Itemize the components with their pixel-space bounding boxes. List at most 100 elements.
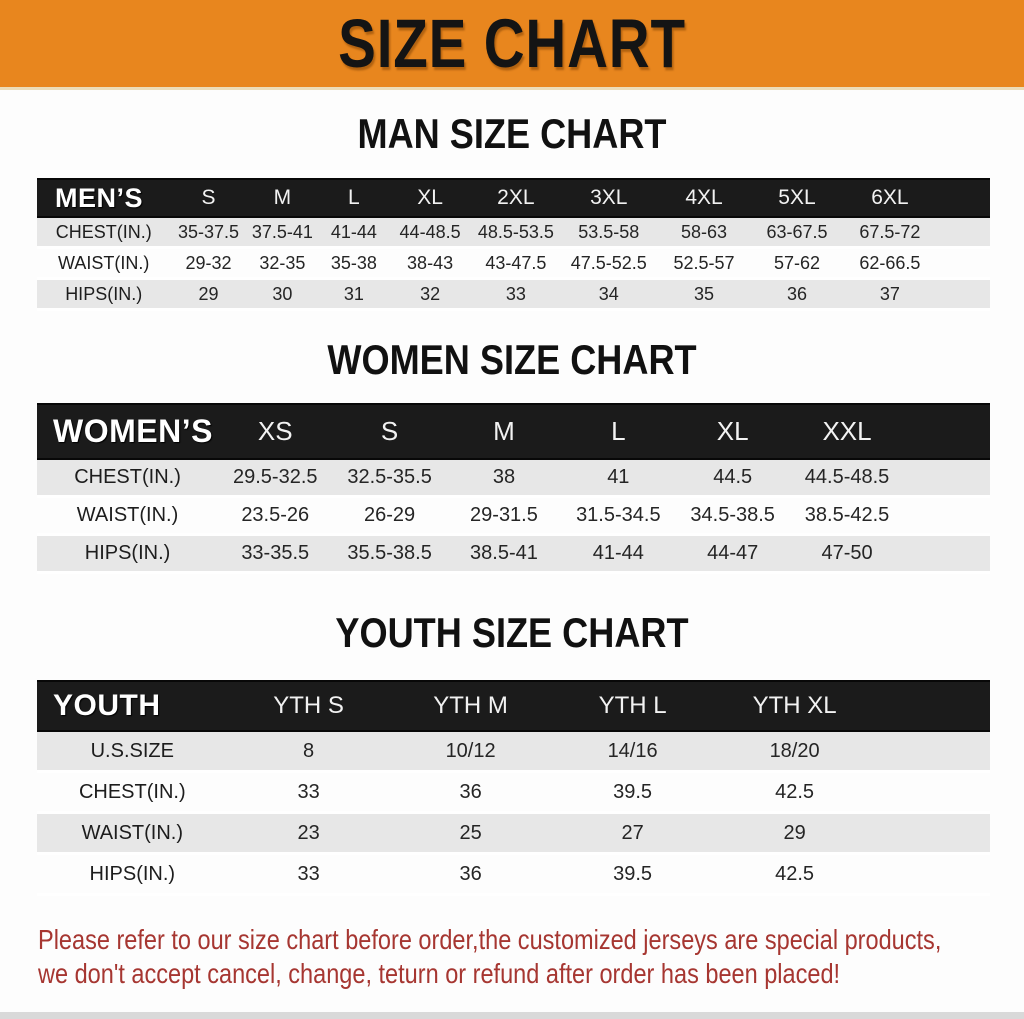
value-cell: 42.5 xyxy=(713,773,876,814)
value-cell: 33 xyxy=(227,773,390,814)
women-size-table: WOMEN’S XS S M L XL XXL CHEST(IN.) 29.5-… xyxy=(37,403,990,574)
value-cell: 18/20 xyxy=(713,732,876,773)
value-cell: 30 xyxy=(246,280,319,311)
value-cell: 35 xyxy=(656,280,752,311)
col-header: YTH M xyxy=(389,680,552,732)
disclaimer-line-1: Please refer to our size chart before or… xyxy=(38,924,942,955)
value-cell: 41-44 xyxy=(318,218,390,249)
spacer-cell xyxy=(904,460,990,498)
row-label: CHEST(IN.) xyxy=(37,460,219,498)
value-cell: 42.5 xyxy=(713,855,876,896)
value-cell: 44.5-48.5 xyxy=(789,460,905,498)
col-header: XL xyxy=(389,178,471,218)
banner: SIZE CHART xyxy=(0,0,1024,90)
row-label: CHEST(IN.) xyxy=(37,218,171,249)
col-header: M xyxy=(446,403,562,460)
value-cell: 33 xyxy=(227,855,390,896)
men-waist-row: WAIST(IN.) 29-32 32-35 35-38 38-43 43-47… xyxy=(37,249,990,280)
col-header: YTH L xyxy=(551,680,714,732)
value-cell: 34 xyxy=(561,280,657,311)
section-youth: YOUTH SIZE CHART YOUTH YTH S YTH M YTH L… xyxy=(0,610,1024,896)
value-cell: 10/12 xyxy=(389,732,552,773)
disclaimer: Please refer to our size chart before or… xyxy=(0,923,1024,991)
value-cell: 35.5-38.5 xyxy=(332,536,447,574)
women-header-row: WOMEN’S XS S M L XL XXL xyxy=(37,403,990,460)
men-chest-row: CHEST(IN.) 35-37.5 37.5-41 41-44 44-48.5… xyxy=(37,218,990,249)
value-cell: 37 xyxy=(842,280,938,311)
value-cell: 44.5 xyxy=(675,460,790,498)
value-cell: 67.5-72 xyxy=(842,218,938,249)
value-cell: 8 xyxy=(227,732,390,773)
value-cell: 44-47 xyxy=(675,536,790,574)
value-cell: 29 xyxy=(713,814,876,855)
value-cell: 32-35 xyxy=(246,249,319,280)
spacer-cell xyxy=(937,249,990,280)
value-cell: 29.5-32.5 xyxy=(218,460,333,498)
value-cell: 26-29 xyxy=(332,498,447,536)
value-cell: 39.5 xyxy=(551,773,714,814)
men-section-heading: MAN SIZE CHART xyxy=(357,110,667,157)
col-header: 4XL xyxy=(656,178,752,218)
section-men: MAN SIZE CHART MEN’S S M L XL 2XL 3XL 4X… xyxy=(0,111,1024,311)
value-cell: 53.5-58 xyxy=(561,218,657,249)
women-table-label: WOMEN’S xyxy=(37,403,219,460)
disclaimer-line-2: we don't accept cancel, change, teturn o… xyxy=(38,958,841,989)
value-cell: 63-67.5 xyxy=(751,218,843,249)
value-cell: 23.5-26 xyxy=(218,498,333,536)
youth-hips-row: HIPS(IN.) 33 36 39.5 42.5 xyxy=(37,855,990,896)
col-header: S xyxy=(170,178,247,218)
value-cell: 37.5-41 xyxy=(246,218,319,249)
col-header: XS xyxy=(218,403,333,460)
youth-chest-row: CHEST(IN.) 33 36 39.5 42.5 xyxy=(37,773,990,814)
value-cell: 36 xyxy=(389,855,552,896)
row-label: WAIST(IN.) xyxy=(37,814,228,855)
youth-ussize-row: U.S.SIZE 8 10/12 14/16 18/20 xyxy=(37,732,990,773)
row-label: U.S.SIZE xyxy=(37,732,228,773)
value-cell: 44-48.5 xyxy=(389,218,471,249)
value-cell: 31 xyxy=(318,280,390,311)
value-cell: 23 xyxy=(227,814,390,855)
col-header: 2XL xyxy=(470,178,562,218)
col-header: L xyxy=(561,403,676,460)
youth-waist-row: WAIST(IN.) 23 25 27 29 xyxy=(37,814,990,855)
value-cell: 27 xyxy=(551,814,714,855)
value-cell: 32.5-35.5 xyxy=(332,460,447,498)
value-cell: 14/16 xyxy=(551,732,714,773)
col-header: YTH XL xyxy=(713,680,876,732)
value-cell: 36 xyxy=(751,280,843,311)
value-cell: 43-47.5 xyxy=(470,249,562,280)
spacer-cell xyxy=(904,536,990,574)
spacer-cell xyxy=(875,680,990,732)
spacer-cell xyxy=(875,855,990,896)
col-header: S xyxy=(332,403,447,460)
spacer-cell xyxy=(904,403,990,460)
spacer-cell xyxy=(875,732,990,773)
men-hips-row: HIPS(IN.) 29 30 31 32 33 34 35 36 37 xyxy=(37,280,990,311)
row-label: WAIST(IN.) xyxy=(37,249,171,280)
col-header: 3XL xyxy=(561,178,657,218)
value-cell: 47-50 xyxy=(789,536,905,574)
col-header: L xyxy=(318,178,390,218)
value-cell: 38-43 xyxy=(389,249,471,280)
row-label: HIPS(IN.) xyxy=(37,280,171,311)
value-cell: 25 xyxy=(389,814,552,855)
value-cell: 33-35.5 xyxy=(218,536,333,574)
men-table-label: MEN’S xyxy=(37,178,171,218)
value-cell: 58-63 xyxy=(656,218,752,249)
value-cell: 38 xyxy=(446,460,562,498)
section-women: WOMEN SIZE CHART WOMEN’S XS S M L XL XXL xyxy=(0,337,1024,574)
women-section-heading: WOMEN SIZE CHART xyxy=(327,336,697,383)
col-header: XL xyxy=(675,403,790,460)
youth-section-heading: YOUTH SIZE CHART xyxy=(335,609,689,656)
value-cell: 36 xyxy=(389,773,552,814)
value-cell: 41-44 xyxy=(561,536,676,574)
men-size-table: MEN’S S M L XL 2XL 3XL 4XL 5XL 6XL CHEST… xyxy=(37,178,990,311)
women-waist-row: WAIST(IN.) 23.5-26 26-29 29-31.5 31.5-34… xyxy=(37,498,990,536)
value-cell: 41 xyxy=(561,460,676,498)
value-cell: 35-38 xyxy=(318,249,390,280)
spacer-cell xyxy=(875,773,990,814)
value-cell: 52.5-57 xyxy=(656,249,752,280)
value-cell: 33 xyxy=(470,280,562,311)
value-cell: 31.5-34.5 xyxy=(561,498,676,536)
